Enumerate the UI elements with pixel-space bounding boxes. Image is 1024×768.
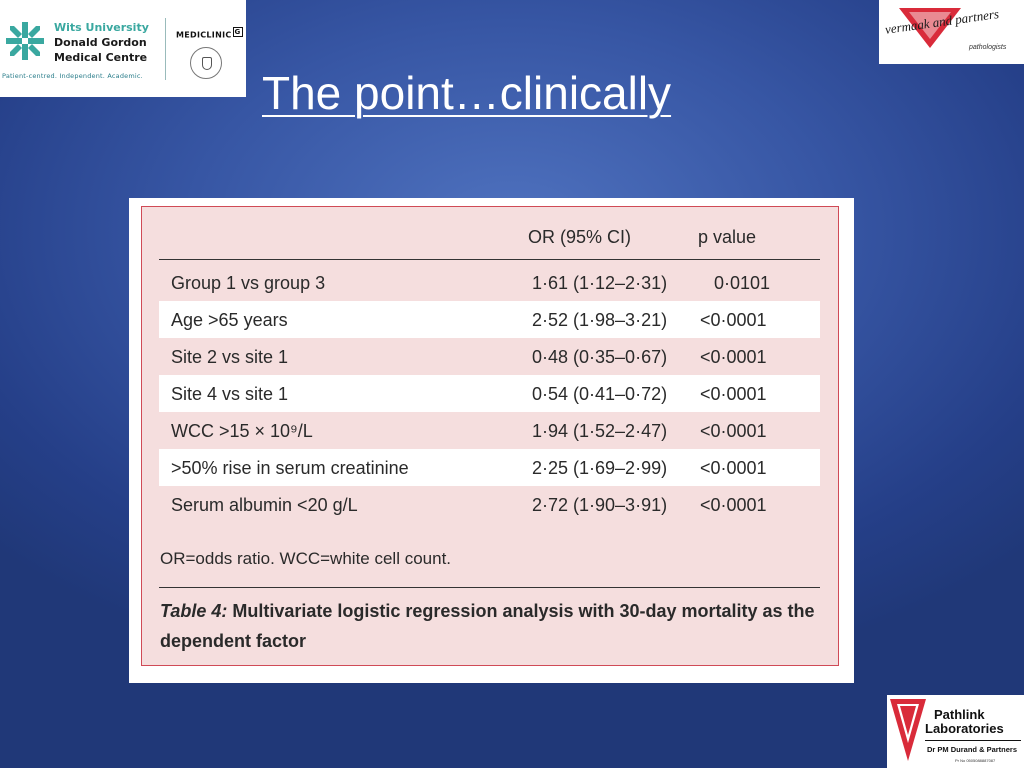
wits-line-1: Wits University — [54, 21, 149, 34]
pathlink-v-icon — [890, 699, 926, 761]
table-row: Serum albumin <20 g/L 2·72 (1·90–3·91) <… — [159, 486, 820, 523]
row-or: 0·48 (0·35–0·67) — [532, 347, 668, 367]
row-p: 0·0101 — [714, 273, 771, 293]
table-figure: OR (95% CI) p value Group 1 vs group 3 1… — [129, 198, 854, 683]
table-row: Group 1 vs group 3 1·61 (1·12–2·31) 0·01… — [159, 264, 820, 301]
row-label: WCC >15 × 10⁹/L — [171, 421, 313, 441]
wits-tagline: Patient-centred. Independent. Academic. — [2, 72, 143, 80]
row-or: 2·25 (1·69–2·99) — [532, 458, 668, 478]
wits-mediclinic-logo: Wits University Donald Gordon Medical Ce… — [0, 0, 246, 97]
pathlink-name: Pathlink Laboratories — [925, 708, 1004, 736]
vermaak-triangle-icon — [899, 8, 961, 48]
slide-title: The point…clinically — [262, 67, 672, 119]
mediclinic-label: MEDICLINIC — [176, 30, 232, 40]
row-label: Site 2 vs site 1 — [171, 347, 289, 367]
shield-icon — [202, 57, 212, 70]
caption-rule — [159, 587, 820, 588]
table-caption: Table 4: Multivariate logistic regressio… — [160, 596, 820, 656]
logo-divider — [165, 18, 166, 80]
row-label: >50% rise in serum creatinine — [171, 458, 409, 478]
wits-name: Wits University Donald Gordon Medical Ce… — [54, 20, 149, 65]
row-or: 2·72 (1·90–3·91) — [532, 495, 668, 515]
row-p: <0·0001 — [700, 347, 767, 367]
caption-label: Table 4: — [160, 601, 228, 621]
wits-cross-icon — [6, 22, 44, 60]
row-or: 0·54 (0·41–0·72) — [532, 384, 668, 404]
pathlink-line-2: Laboratories — [925, 721, 1004, 736]
mediclinic-name: MEDICLINIC G — [176, 27, 243, 40]
table-row: >50% rise in serum creatinine 2·25 (1·69… — [159, 449, 820, 486]
table-footnote: OR=odds ratio. WCC=white cell count. — [160, 549, 452, 568]
header-p-value: p value — [698, 227, 757, 247]
pathlink-sub: Dr PM Durand & Partners — [927, 745, 1018, 754]
table-row: Site 2 vs site 1 0·48 (0·35–0·67) <0·000… — [159, 338, 820, 375]
row-or: 2·52 (1·98–3·21) — [532, 310, 668, 330]
row-p: <0·0001 — [700, 310, 767, 330]
vermaak-sub: pathologists — [969, 44, 1007, 51]
table-panel: OR (95% CI) p value Group 1 vs group 3 1… — [141, 206, 839, 666]
table-row: Age >65 years 2·52 (1·98–3·21) <0·0001 — [159, 301, 820, 338]
pathlink-line-1: Pathlink — [934, 707, 985, 722]
row-p: <0·0001 — [700, 421, 767, 441]
wits-line-2: Donald Gordon — [54, 36, 147, 49]
pathlink-tiny: Pr No 0505088887087 — [955, 758, 996, 763]
row-label: Serum albumin <20 g/L — [171, 495, 358, 515]
row-or: 1·61 (1·12–2·31) — [532, 273, 668, 293]
row-label: Site 4 vs site 1 — [171, 384, 289, 404]
pathlink-divider — [925, 740, 1021, 741]
row-or: 1·94 (1·52–2·47) — [532, 421, 668, 441]
header-rule — [159, 259, 820, 260]
row-p: <0·0001 — [700, 458, 767, 478]
mediclinic-mark: G — [232, 27, 243, 37]
row-p: <0·0001 — [700, 384, 767, 404]
pathlink-logo: Pathlink Laboratories Dr PM Durand & Par… — [887, 695, 1024, 768]
university-seal-icon — [190, 47, 222, 79]
row-p: <0·0001 — [700, 495, 767, 515]
vermaak-logo: vermaak and partners pathologists — [879, 0, 1024, 64]
wits-line-3: Medical Centre — [54, 51, 148, 64]
header-or: OR (95% CI) — [528, 227, 632, 247]
caption-text: Multivariate logistic regression analysi… — [160, 601, 815, 651]
table-row: Site 4 vs site 1 0·54 (0·41–0·72) <0·000… — [159, 375, 820, 412]
table-row: WCC >15 × 10⁹/L 1·94 (1·52–2·47) <0·0001 — [159, 412, 820, 449]
row-label: Age >65 years — [171, 310, 288, 330]
row-label: Group 1 vs group 3 — [171, 273, 326, 293]
